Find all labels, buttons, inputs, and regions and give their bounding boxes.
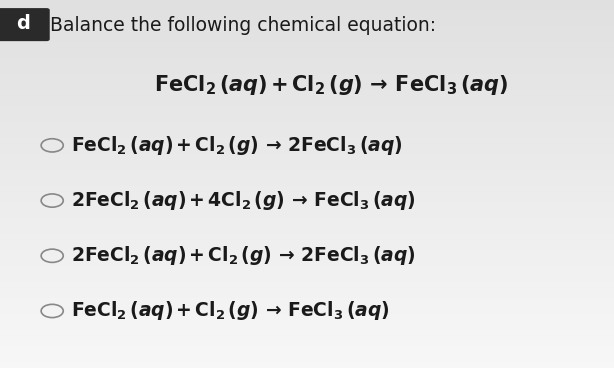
Text: $\mathbf{FeCl_2}\,\boldsymbol{(aq)}\,\mathbf{+}\,\mathbf{Cl_2}\,\boldsymbol{(g)}: $\mathbf{FeCl_2}\,\boldsymbol{(aq)}\,\ma…: [154, 72, 509, 97]
Text: $\mathbf{2FeCl_2}\,\boldsymbol{(aq)}\,\mathbf{+}\,\mathbf{4Cl_2}\,\boldsymbol{(g: $\mathbf{2FeCl_2}\,\boldsymbol{(aq)}\,\m…: [71, 189, 416, 212]
FancyBboxPatch shape: [0, 8, 50, 41]
Text: $\mathbf{2FeCl_2}\,\boldsymbol{(aq)}\,\mathbf{+}\,\mathbf{Cl_2}\,\boldsymbol{(g): $\mathbf{2FeCl_2}\,\boldsymbol{(aq)}\,\m…: [71, 244, 416, 267]
Text: $\mathbf{FeCl_2}\,\boldsymbol{(aq)}\,\mathbf{+}\,\mathbf{Cl_2}\,\boldsymbol{(g)}: $\mathbf{FeCl_2}\,\boldsymbol{(aq)}\,\ma…: [71, 134, 402, 157]
Text: d: d: [17, 14, 30, 33]
Text: Balance the following chemical equation:: Balance the following chemical equation:: [50, 16, 437, 35]
Text: $\mathbf{FeCl_2}\,\boldsymbol{(aq)}\,\mathbf{+}\,\mathbf{Cl_2}\,\boldsymbol{(g)}: $\mathbf{FeCl_2}\,\boldsymbol{(aq)}\,\ma…: [71, 300, 389, 322]
